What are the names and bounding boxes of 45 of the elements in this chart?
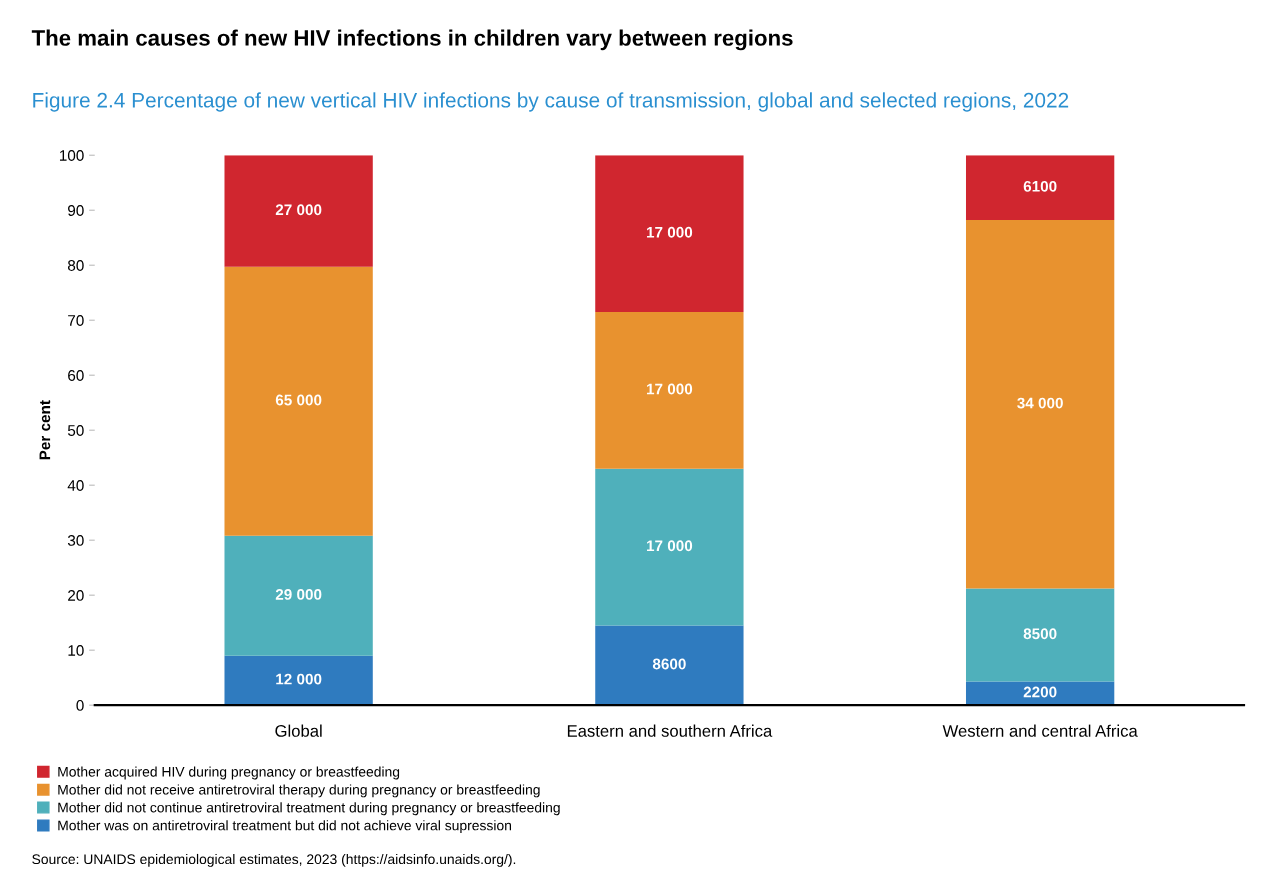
annotation: 34 000 [1017,397,1063,409]
legend-label: Mother did not receive antiretroviral therapy during pregnancy or breastfeeding [58,784,540,798]
annotation: 2200 [1023,686,1057,698]
y-tick-label: 100 [59,150,84,161]
annotation: 12 000 [276,673,322,685]
bar [595,155,744,312]
bar [224,655,373,706]
y-axis-title: Per cent [39,400,51,460]
annotation: 65 000 [275,394,322,406]
source-note: Source: UNAIDS epidemiological estimates, 2023 (https://aidsinfo.unaids.org/). [32,853,516,867]
annotation: 8600 [652,658,686,670]
y-tick-label: 0 [76,700,84,711]
y-tick-label: 60 [68,370,84,381]
annotation: 6100 [1023,180,1057,192]
annotation: 17 000 [646,383,693,395]
x-tick-label: Eastern and southern Africa [567,724,773,737]
bar [965,588,1115,682]
y-tick-label: 80 [67,260,84,271]
bar [224,266,373,536]
annotation: 27 000 [275,204,322,216]
annotation: 17 000 [646,540,693,552]
y-tick-label: 40 [67,480,84,491]
chart-title: The main causes of new HIV infections in children vary between regions [31,29,793,51]
y-tick-label: 90 [68,205,84,216]
y-tick-label: 20 [68,590,84,601]
legend-label: Mother was on antiretroviral treatment but did not achieve viral supression [58,820,511,834]
bar [595,468,744,626]
bar [595,311,744,469]
y-tick-label: 30 [67,535,84,546]
bar [224,535,373,656]
bar [965,220,1115,589]
bar [224,155,373,267]
y-tick-label: 10 [68,645,84,656]
legend-label: Mother did not continue antiretroviral treatment during pregnancy or breastfeeding [58,802,560,816]
y-tick-label: 50 [67,425,84,436]
annotation: 8500 [1023,628,1057,640]
legend-label: Mother acquired HIV during pregnancy or breastfeeding [58,766,400,780]
x-tick-label: Global [275,724,322,737]
y-tick-label: 70 [68,315,84,326]
bar [595,625,744,706]
annotation: 29 000 [275,589,322,600]
chart-subtitle: Figure 2.4 Percentage of new vertical HIV infections by cause of transmission, global and selected regions, 2022 [33,92,1069,112]
x-tick-label: Western and central Africa [942,724,1138,737]
bar [965,155,1115,221]
annotation: 17 000 [646,226,693,238]
